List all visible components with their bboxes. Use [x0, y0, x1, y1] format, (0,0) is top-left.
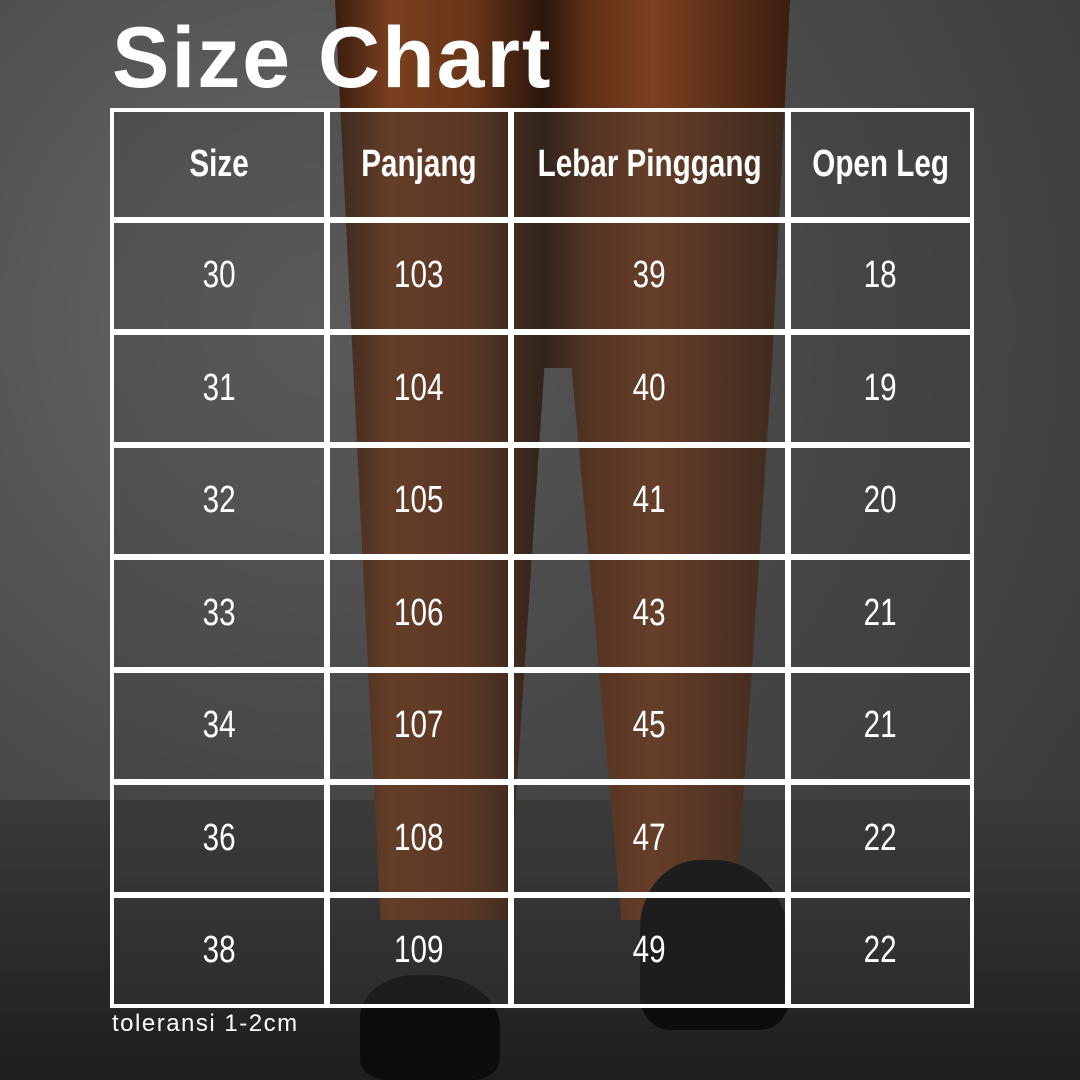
cell-value: 30 — [202, 254, 236, 297]
table-cell: 33 — [110, 556, 328, 671]
table-cell: 43 — [510, 556, 789, 671]
background-shoe-left — [360, 975, 500, 1080]
cell-value: 18 — [864, 254, 897, 297]
page-title: Size Chart — [112, 10, 553, 106]
cell-value: 105 — [394, 479, 444, 522]
cell-value: 31 — [202, 366, 236, 409]
table-cell: 41 — [510, 443, 789, 558]
table-cell: 34 — [110, 668, 328, 783]
cell-value: 40 — [633, 366, 666, 409]
cell-value: 103 — [394, 254, 444, 297]
size-table: Size Panjang Lebar Pinggang Open Leg 30 103 39… — [110, 108, 974, 1008]
table-cell: 40 — [510, 331, 789, 446]
table-cell: 49 — [510, 893, 789, 1008]
table-cell: 36 — [110, 781, 328, 896]
cell-value: 21 — [864, 704, 897, 747]
cell-value: 36 — [202, 816, 236, 859]
cell-value: 22 — [864, 816, 897, 859]
cell-value: 19 — [864, 366, 897, 409]
table-cell: 22 — [787, 893, 974, 1008]
table-header-cell: Lebar Pinggang — [510, 108, 789, 221]
cell-value: 22 — [864, 929, 897, 972]
table-cell: 21 — [787, 556, 974, 671]
table-header-cell: Open Leg — [787, 108, 974, 221]
cell-value: 33 — [202, 591, 236, 634]
cell-value: 45 — [633, 704, 666, 747]
table-cell: 30 — [110, 218, 328, 333]
table-cell: 38 — [110, 893, 328, 1008]
table-cell: 32 — [110, 443, 328, 558]
tolerance-note: toleransi 1-2cm — [112, 1010, 299, 1037]
header-label: Size — [189, 142, 249, 185]
table-cell: 107 — [326, 668, 512, 783]
header-label: Lebar Pinggang — [537, 142, 762, 185]
cell-value: 21 — [864, 591, 897, 634]
background-floor — [0, 800, 1080, 1080]
table-header-cell: Size — [110, 108, 328, 221]
cell-value: 108 — [394, 816, 444, 859]
cell-value: 41 — [633, 479, 666, 522]
header-label: Panjang — [361, 142, 477, 185]
cell-value: 109 — [394, 929, 444, 972]
table-cell: 21 — [787, 668, 974, 783]
cell-value: 32 — [202, 479, 236, 522]
table-cell: 19 — [787, 331, 974, 446]
cell-value: 107 — [394, 704, 444, 747]
table-cell: 104 — [326, 331, 512, 446]
cell-value: 39 — [633, 254, 666, 297]
table-cell: 31 — [110, 331, 328, 446]
cell-value: 20 — [864, 479, 897, 522]
cell-value: 34 — [202, 704, 236, 747]
table-cell: 22 — [787, 781, 974, 896]
background-shoe-right — [640, 860, 790, 1030]
cell-value: 38 — [202, 929, 236, 972]
table-cell: 105 — [326, 443, 512, 558]
table-header-cell: Panjang — [326, 108, 512, 221]
table-cell: 20 — [787, 443, 974, 558]
table-cell: 45 — [510, 668, 789, 783]
cell-value: 106 — [394, 591, 444, 634]
table-cell: 106 — [326, 556, 512, 671]
table-cell: 103 — [326, 218, 512, 333]
table-cell: 108 — [326, 781, 512, 896]
cell-value: 47 — [633, 816, 666, 859]
header-label: Open Leg — [812, 142, 949, 185]
table-cell: 47 — [510, 781, 789, 896]
cell-value: 43 — [633, 591, 666, 634]
table-cell: 39 — [510, 218, 789, 333]
table-cell: 18 — [787, 218, 974, 333]
cell-value: 104 — [394, 366, 444, 409]
cell-value: 49 — [633, 929, 666, 972]
table-cell: 109 — [326, 893, 512, 1008]
